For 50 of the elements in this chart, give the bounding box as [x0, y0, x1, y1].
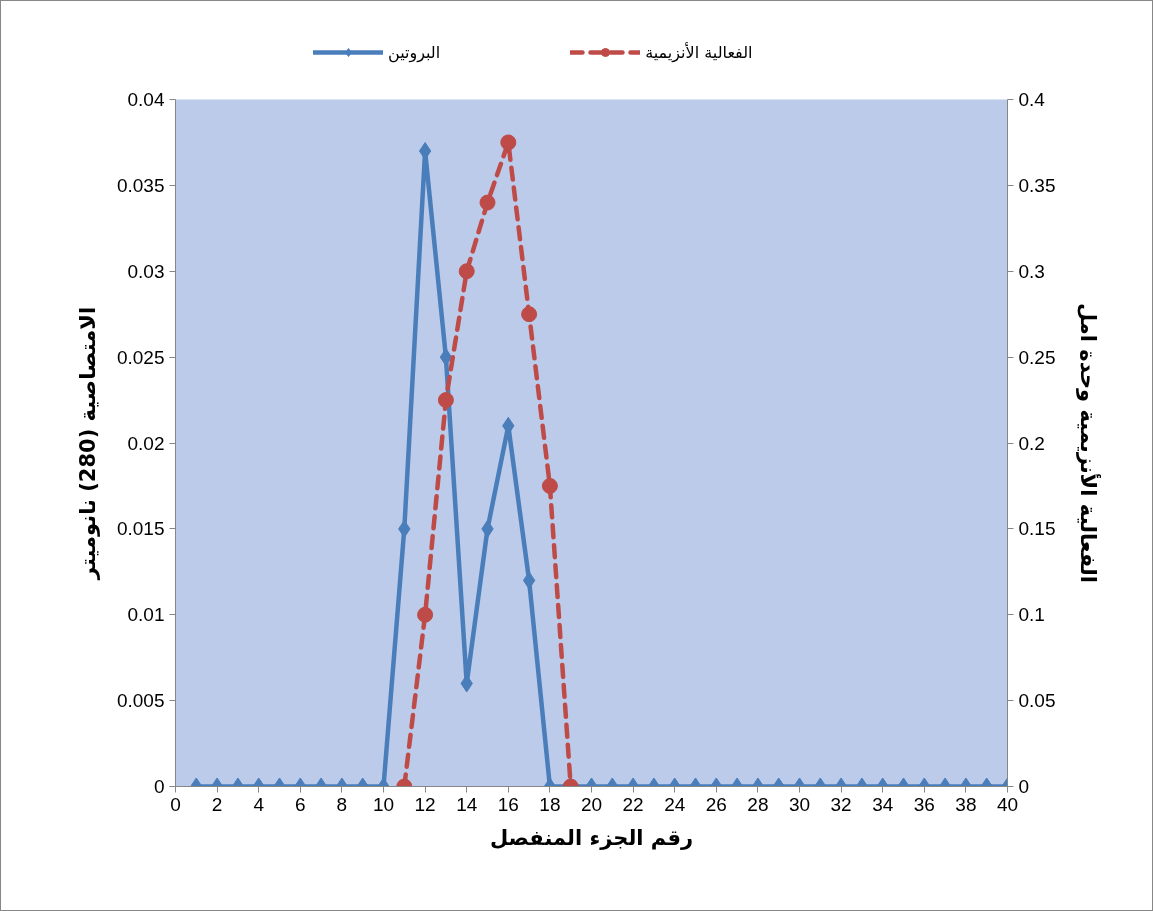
y2-tick-label: 0.05 [1018, 690, 1056, 712]
y-axis-title: الامتصاصية (280) نانوميتر [75, 306, 100, 581]
y2-tick-label: 0.15 [1018, 518, 1056, 540]
x-tick-label: 34 [872, 793, 894, 815]
y-tick-label: 0.025 [116, 346, 165, 368]
y2-axis-title: الفعالية الأنزيمية وحدة امل [1076, 303, 1103, 583]
y2-tick-label: 0.25 [1018, 346, 1056, 368]
legend-label: الفعالية الأنزيمية [645, 42, 753, 62]
x-tick-label: 30 [788, 793, 811, 815]
y-tick-label: 0.015 [116, 518, 165, 540]
x-tick-label: 16 [497, 793, 519, 815]
y2-tick-label: 0.2 [1018, 432, 1045, 454]
x-tick-label: 8 [336, 793, 348, 815]
x-tick-label: 14 [456, 793, 478, 815]
y2-tick-label: 0.35 [1018, 174, 1056, 196]
x-tick-label: 10 [372, 793, 395, 815]
point [437, 392, 454, 409]
x-tick-label: 22 [622, 793, 644, 815]
y2-tick-label: 0 [1018, 776, 1030, 797]
point [541, 477, 558, 494]
x-tick-label: 40 [996, 793, 1019, 815]
y-tick-label: 0.005 [116, 690, 165, 712]
x-tick-label: 36 [913, 793, 935, 815]
point [479, 194, 496, 211]
y-tick-label: 0.035 [116, 174, 165, 196]
x-tick-label: 2 [211, 793, 223, 815]
x-axis-title: رقم الجزء المنفصل [489, 825, 694, 850]
y-tick-label: 0 [153, 776, 165, 797]
x-tick-label: 32 [830, 793, 852, 815]
point [521, 306, 538, 323]
x-tick-label: 24 [664, 793, 686, 815]
point [458, 263, 475, 280]
x-tick-label: 12 [414, 793, 436, 815]
y-tick-label: 0.04 [127, 89, 165, 110]
y-tick-label: 0.02 [127, 432, 165, 454]
x-tick-label: 20 [580, 793, 603, 815]
x-tick-label: 28 [747, 793, 769, 815]
y-tick-label: 0.01 [127, 604, 165, 626]
y2-tick-label: 0.3 [1018, 260, 1045, 282]
y-tick-label: 0.03 [127, 260, 165, 282]
x-tick-label: 0 [170, 793, 181, 815]
x-tick-label: 38 [955, 793, 977, 815]
x-tick-label: 6 [295, 793, 306, 815]
x-tick-label: 26 [705, 793, 727, 815]
legend-label: البروتين [388, 42, 441, 62]
y2-tick-label: 0.1 [1018, 604, 1045, 626]
point [500, 134, 517, 151]
y2-tick-label: 0.4 [1018, 89, 1046, 110]
x-tick-label: 4 [253, 793, 265, 815]
x-tick-label: 18 [539, 793, 561, 815]
